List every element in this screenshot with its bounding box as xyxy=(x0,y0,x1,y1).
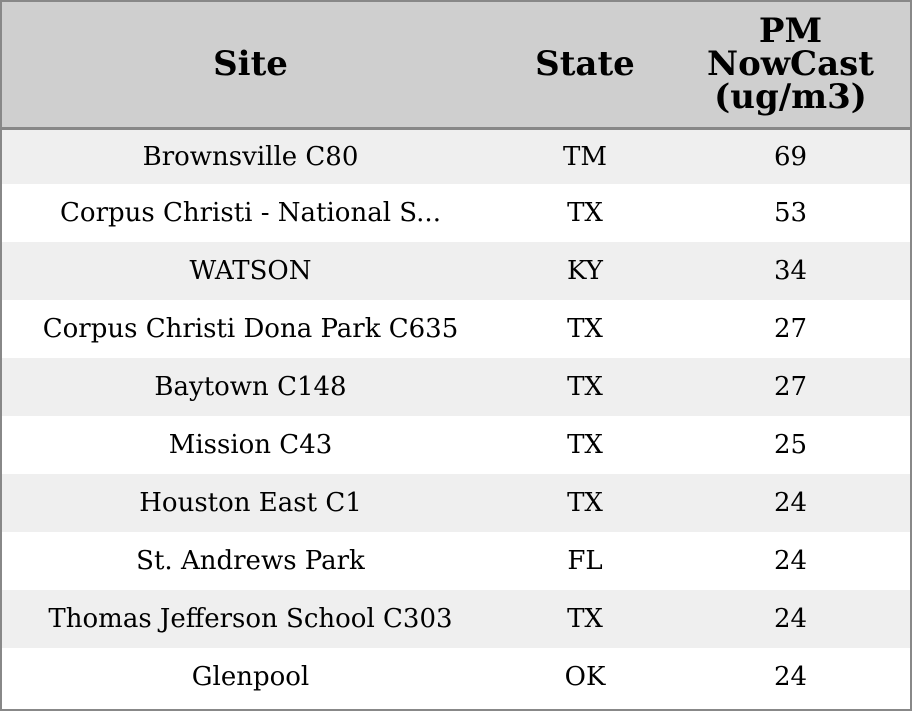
cell-site: Glenpool xyxy=(191,662,310,692)
table-row: Thomas Jefferson School C303 TX 24 xyxy=(2,590,910,648)
cell-state: KY xyxy=(567,256,603,286)
cell-pm: 34 xyxy=(773,256,808,286)
table-header: Site State PM NowCast (ug/m3) xyxy=(2,2,910,130)
cell-site: Thomas Jefferson School C303 xyxy=(48,604,453,634)
table-row: Brownsville C80 TM 69 xyxy=(2,128,910,184)
cell-site: Houston East C1 xyxy=(139,488,362,518)
cell-state: TX xyxy=(567,372,603,402)
cell-pm: 24 xyxy=(773,604,808,634)
cell-state: TX xyxy=(567,198,603,228)
cell-site: Baytown C148 xyxy=(154,372,347,402)
cell-pm: 24 xyxy=(773,546,808,576)
table-row: Mission C43 TX 25 xyxy=(2,416,910,474)
table-row: Houston East C1 TX 24 xyxy=(2,474,910,532)
cell-state: OK xyxy=(564,662,606,692)
cell-site: Mission C43 xyxy=(168,430,333,460)
table-row: Corpus Christi - National S... TX 53 xyxy=(2,184,910,242)
table-row: St. Andrews Park FL 24 xyxy=(2,532,910,590)
header-site: Site xyxy=(2,2,499,130)
table-body: Brownsville C80 TM 69 Corpus Christi - N… xyxy=(2,128,910,706)
cell-pm: 53 xyxy=(773,198,808,228)
table-row: Glenpool OK 24 xyxy=(2,648,910,706)
header-state: State xyxy=(499,2,671,130)
cell-pm: 25 xyxy=(773,430,808,460)
cell-state: TX xyxy=(567,604,603,634)
table-row: WATSON KY 34 xyxy=(2,242,910,300)
cell-site: WATSON xyxy=(189,256,312,286)
header-pm-line-2: NowCast xyxy=(707,43,874,84)
cell-pm: 69 xyxy=(773,141,808,172)
cell-pm: 24 xyxy=(773,488,808,518)
cell-site: Brownsville C80 xyxy=(142,141,359,172)
table-row: Corpus Christi Dona Park C635 TX 27 xyxy=(2,300,910,358)
cell-state: TM xyxy=(563,141,607,172)
cell-state: TX xyxy=(567,314,603,344)
header-row: Site State PM NowCast (ug/m3) xyxy=(2,2,910,130)
header-pm-line-3: (ug/m3) xyxy=(714,76,867,117)
cell-site: Corpus Christi Dona Park C635 xyxy=(42,314,459,344)
cell-pm: 27 xyxy=(773,314,808,344)
header-pm-line-1: PM xyxy=(758,10,823,51)
cell-state: TX xyxy=(567,488,603,518)
cell-state: TX xyxy=(567,430,603,460)
cell-pm: 24 xyxy=(773,662,808,692)
table-row: Baytown C148 TX 27 xyxy=(2,358,910,416)
header-pm-nowcast: PM NowCast (ug/m3) xyxy=(671,2,910,130)
cell-pm: 27 xyxy=(773,372,808,402)
cell-state: FL xyxy=(567,546,603,576)
cell-site: Corpus Christi - National S... xyxy=(60,198,441,228)
cell-site: St. Andrews Park xyxy=(136,546,365,576)
